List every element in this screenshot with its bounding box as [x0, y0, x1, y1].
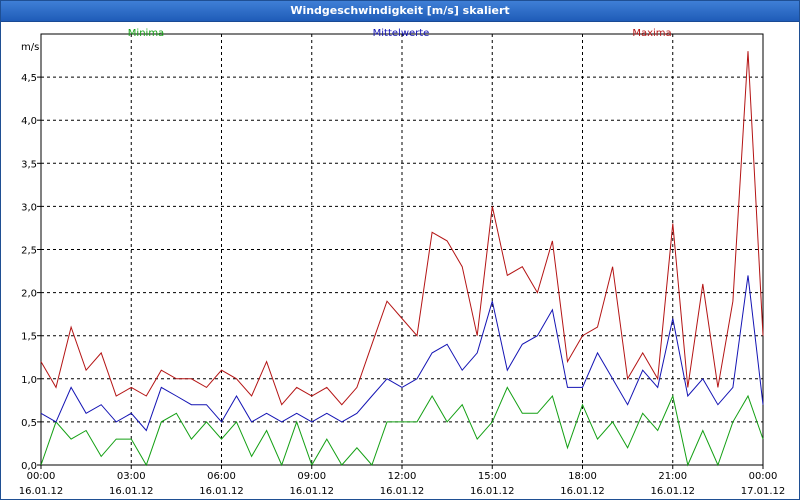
- x-tick-label-time: 09:00: [297, 471, 326, 482]
- wind-speed-chart: 0,0 0,5 1,0 1,5 2,0 2,5 3,0 3,5 4,0 4,5 00:00 16.0…: [19, 28, 786, 497]
- legend-minima: Minima: [128, 28, 164, 39]
- x-tick-label-date: 16.01.12: [289, 486, 334, 497]
- x-tick-label-time: 06:00: [207, 471, 236, 482]
- x-tick-label-time: 03:00: [117, 471, 146, 482]
- y-tick-label: 3,5: [21, 159, 37, 170]
- x-tick-label-date: 16.01.12: [470, 486, 515, 497]
- y-tick-label: 3,0: [21, 202, 37, 213]
- x-tick-label-date: 16.01.12: [650, 486, 695, 497]
- x-tick-label-time: 12:00: [388, 471, 417, 482]
- x-tick-label-date: 16.01.12: [199, 486, 244, 497]
- x-tick-label-date: 16.01.12: [109, 486, 154, 497]
- x-tick-label-time: 18:00: [568, 471, 597, 482]
- y-tick-label: 2,0: [21, 289, 37, 300]
- y-axis: 0,0 0,5 1,0 1,5 2,0 2,5 3,0 3,5 4,0 4,5: [21, 73, 41, 472]
- legend-maxima: Maxima: [632, 28, 671, 39]
- x-tick-label-date: 16.01.12: [560, 486, 605, 497]
- series-line-maxima: [40, 51, 764, 406]
- y-tick-label: 4,5: [21, 73, 37, 84]
- y-tick-label: 1,5: [21, 332, 37, 343]
- series-lines: [40, 51, 764, 467]
- series-line-minima: [40, 386, 764, 467]
- window-titlebar: Windgeschwindigkeit [m/s] skaliert: [1, 1, 799, 22]
- y-tick-label: 1,0: [21, 375, 37, 386]
- x-tick-label-date: 16.01.12: [19, 486, 64, 497]
- window-title: Windgeschwindigkeit [m/s] skaliert: [290, 4, 510, 17]
- x-tick-label-date: 17.01.12: [741, 486, 786, 497]
- series-line-mittelwerte: [40, 275, 764, 432]
- y-axis-unit-label: m/s: [21, 42, 39, 53]
- x-tick-label-date: 16.01.12: [380, 486, 425, 497]
- x-tick-label-time: 00:00: [749, 471, 778, 482]
- x-axis: 00:00 16.01.12 03:00 16.01.12 06:00 16.01.12 0…: [19, 465, 786, 497]
- x-tick-label-time: 15:00: [478, 471, 507, 482]
- y-tick-label: 0,0: [21, 461, 37, 472]
- y-tick-label: 2,5: [21, 246, 37, 257]
- legend-mittelwerte: Mittelwerte: [373, 28, 430, 39]
- x-tick-label-time: 21:00: [658, 471, 687, 482]
- y-tick-label: 0,5: [21, 418, 37, 429]
- y-tick-label: 4,0: [21, 116, 37, 127]
- x-tick-label-time: 00:00: [27, 471, 56, 482]
